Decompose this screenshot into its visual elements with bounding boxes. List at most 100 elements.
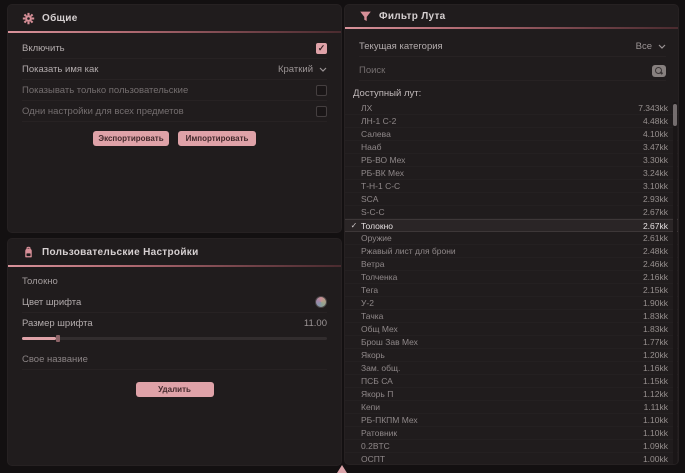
loot-list-item[interactable]: ✓ ОСПТ 1.00kk bbox=[345, 453, 678, 464]
custom-only-checkbox[interactable] bbox=[316, 84, 327, 96]
category-value: Все bbox=[635, 41, 652, 52]
loot-item-value: 1.90kk bbox=[642, 298, 668, 308]
loot-list-item[interactable]: ✓ РБ-ВО Мех 3.30kk bbox=[345, 154, 678, 167]
available-loot-label: Доступный лут: bbox=[353, 88, 422, 99]
font-size-row: Размер шрифта 11.00 bbox=[22, 313, 327, 334]
loot-item-value: 2.61kk bbox=[642, 233, 668, 243]
loot-item-name: Оружие bbox=[361, 233, 392, 243]
loot-list-item[interactable]: ✓ SCA 2.93kk bbox=[345, 193, 678, 206]
loot-item-value: 2.48kk bbox=[642, 246, 668, 256]
loot-list-item[interactable]: ✓ Салева 4.10kk bbox=[345, 128, 678, 141]
loot-item-name: ПСБ СА bbox=[361, 376, 393, 386]
loot-item-value: 1.83kk bbox=[642, 324, 668, 334]
general-settings-panel: Общие Включить ✓ Показать имя как Кратки… bbox=[8, 5, 341, 232]
check-icon: ✓ bbox=[350, 221, 358, 230]
loot-list-item[interactable]: ✓ ЛН-1 С-2 4.48kk bbox=[345, 115, 678, 128]
loot-list-item[interactable]: ✓ ЛХ 7.343kk bbox=[345, 102, 678, 115]
gear-icon bbox=[22, 12, 35, 24]
loot-item-value: 1.20kk bbox=[642, 350, 668, 360]
loot-item-value: 1.77kk bbox=[642, 337, 668, 347]
loot-list-item[interactable]: ✓ Общ Мех 1.83kk bbox=[345, 323, 678, 336]
loot-list: ✓ ЛХ 7.343kk ✓ ЛН-1 С-2 4.48kk ✓ Салева … bbox=[345, 102, 678, 464]
font-size-value: 11.00 bbox=[303, 318, 327, 329]
loot-list-item[interactable]: ✓ Тачка 1.83kk bbox=[345, 310, 678, 323]
category-dropdown[interactable]: Все bbox=[636, 41, 666, 52]
slider-fill bbox=[22, 337, 56, 340]
loot-item-value: 1.00kk bbox=[642, 454, 668, 464]
loot-item-name: Ратовник bbox=[361, 428, 398, 438]
loot-list-item[interactable]: ✓ Кепи 1.11kk bbox=[345, 401, 678, 414]
loot-item-name: ЛН-1 С-2 bbox=[361, 116, 397, 126]
loot-list-item[interactable]: ✓ ПСБ СА 1.15kk bbox=[345, 375, 678, 388]
loot-item-name: ЛХ bbox=[361, 103, 373, 113]
loot-list-item[interactable]: ✓ РБ-ВК Мех 3.24kk bbox=[345, 167, 678, 180]
loot-item-name: Нааб bbox=[361, 142, 382, 152]
loot-item-name: Якорь П bbox=[361, 389, 394, 399]
chevron-down-icon bbox=[319, 67, 327, 72]
loot-list-item[interactable]: ✓ Зам. общ. 1.16kk bbox=[345, 362, 678, 375]
name-mode-dropdown[interactable]: Краткий bbox=[278, 64, 327, 75]
loot-list-item[interactable]: ✓ Якорь 1.20kk bbox=[345, 349, 678, 362]
import-button[interactable]: Импортировать bbox=[178, 131, 256, 146]
loot-filter-header: Фильтр Лута bbox=[345, 5, 678, 27]
loot-item-name: Тачка bbox=[361, 311, 384, 321]
user-settings-divider bbox=[8, 265, 341, 267]
loot-item-value: 1.09kk bbox=[642, 441, 668, 451]
loot-list-item[interactable]: ✓ Т-Н-1 С-С 3.10kk bbox=[345, 180, 678, 193]
loot-item-name: Салева bbox=[361, 129, 391, 139]
loot-list-item[interactable]: ✓ Ржавый лист для брони 2.48kk bbox=[345, 245, 678, 258]
loot-list-item[interactable]: ✓ Ветра 2.46kk bbox=[345, 258, 678, 271]
loot-item-value: 1.83kk bbox=[642, 311, 668, 321]
loot-item-value: 3.24kk bbox=[642, 168, 668, 178]
loot-item-value: 1.15kk bbox=[642, 376, 668, 386]
loot-item-value: 2.46kk bbox=[642, 259, 668, 269]
loot-item-name: РБ-ПКПМ Мех bbox=[361, 415, 418, 425]
loot-list-item[interactable]: ✓ S-С-С 2.67kk bbox=[345, 206, 678, 219]
delete-row: Удалить bbox=[8, 382, 341, 397]
loot-item-name: Ветра bbox=[361, 259, 385, 269]
loot-item-name: Зам. общ. bbox=[361, 363, 401, 373]
category-label: Текущая категория bbox=[359, 41, 443, 52]
font-size-slider[interactable] bbox=[22, 335, 327, 342]
loot-item-name: 0.2BTC bbox=[361, 441, 390, 451]
search-icon[interactable] bbox=[652, 64, 666, 77]
loot-item-value: 4.10kk bbox=[642, 129, 668, 139]
loot-list-item[interactable]: ✓ Толокно 2.67kk bbox=[345, 219, 678, 232]
color-wheel-icon[interactable] bbox=[315, 296, 327, 308]
loot-list-item[interactable]: ✓ Толченка 2.16kk bbox=[345, 271, 678, 284]
loot-list-scrollbar[interactable] bbox=[673, 102, 677, 464]
loot-list-item[interactable]: ✓ Нааб 3.47kk bbox=[345, 141, 678, 154]
same-settings-checkbox[interactable] bbox=[316, 105, 327, 117]
scrollbar-thumb[interactable] bbox=[673, 104, 677, 126]
funnel-icon bbox=[360, 11, 371, 21]
backpack-icon bbox=[25, 246, 32, 257]
loot-list-item[interactable]: ✓ У-2 1.90kk bbox=[345, 297, 678, 310]
triangle-up-icon[interactable] bbox=[337, 465, 347, 473]
general-header-divider bbox=[8, 31, 341, 33]
loot-item-name: SCA bbox=[361, 194, 379, 204]
custom-name-input[interactable]: Свое название bbox=[22, 350, 327, 370]
loot-list-item[interactable]: ✓ 0.2BTC 1.09kk bbox=[345, 440, 678, 453]
loot-item-name: РБ-ВО Мех bbox=[361, 155, 406, 165]
loot-item-value: 1.10kk bbox=[642, 428, 668, 438]
delete-button[interactable]: Удалить bbox=[135, 382, 214, 397]
loot-list-item[interactable]: ✓ Брош Зав Мех 1.77kk bbox=[345, 336, 678, 349]
custom-only-row: Показывать только пользовательские bbox=[22, 80, 327, 101]
search-row: Поиск bbox=[359, 61, 666, 81]
enable-checkbox[interactable]: ✓ bbox=[316, 42, 327, 54]
loot-item-value: 2.16kk bbox=[642, 272, 668, 282]
loot-filter-divider bbox=[345, 27, 678, 29]
loot-item-name: У-2 bbox=[361, 298, 374, 308]
loot-list-item[interactable]: ✓ Якорь П 1.12kk bbox=[345, 388, 678, 401]
loot-item-value: 2.67kk bbox=[642, 220, 668, 231]
loot-list-item[interactable]: ✓ Тега 2.15kk bbox=[345, 284, 678, 297]
export-button[interactable]: Экспортировать bbox=[93, 131, 169, 146]
slider-track[interactable] bbox=[22, 335, 327, 342]
loot-item-name: Якорь bbox=[361, 350, 385, 360]
loot-item-name: Тега bbox=[361, 285, 379, 295]
slider-handle[interactable] bbox=[55, 335, 60, 342]
loot-list-item[interactable]: ✓ Оружие 2.61kk bbox=[345, 232, 678, 245]
loot-list-item[interactable]: ✓ РБ-ПКПМ Мех 1.10kk bbox=[345, 414, 678, 427]
search-input[interactable]: Поиск bbox=[359, 65, 386, 76]
loot-list-item[interactable]: ✓ Ратовник 1.10kk bbox=[345, 427, 678, 440]
